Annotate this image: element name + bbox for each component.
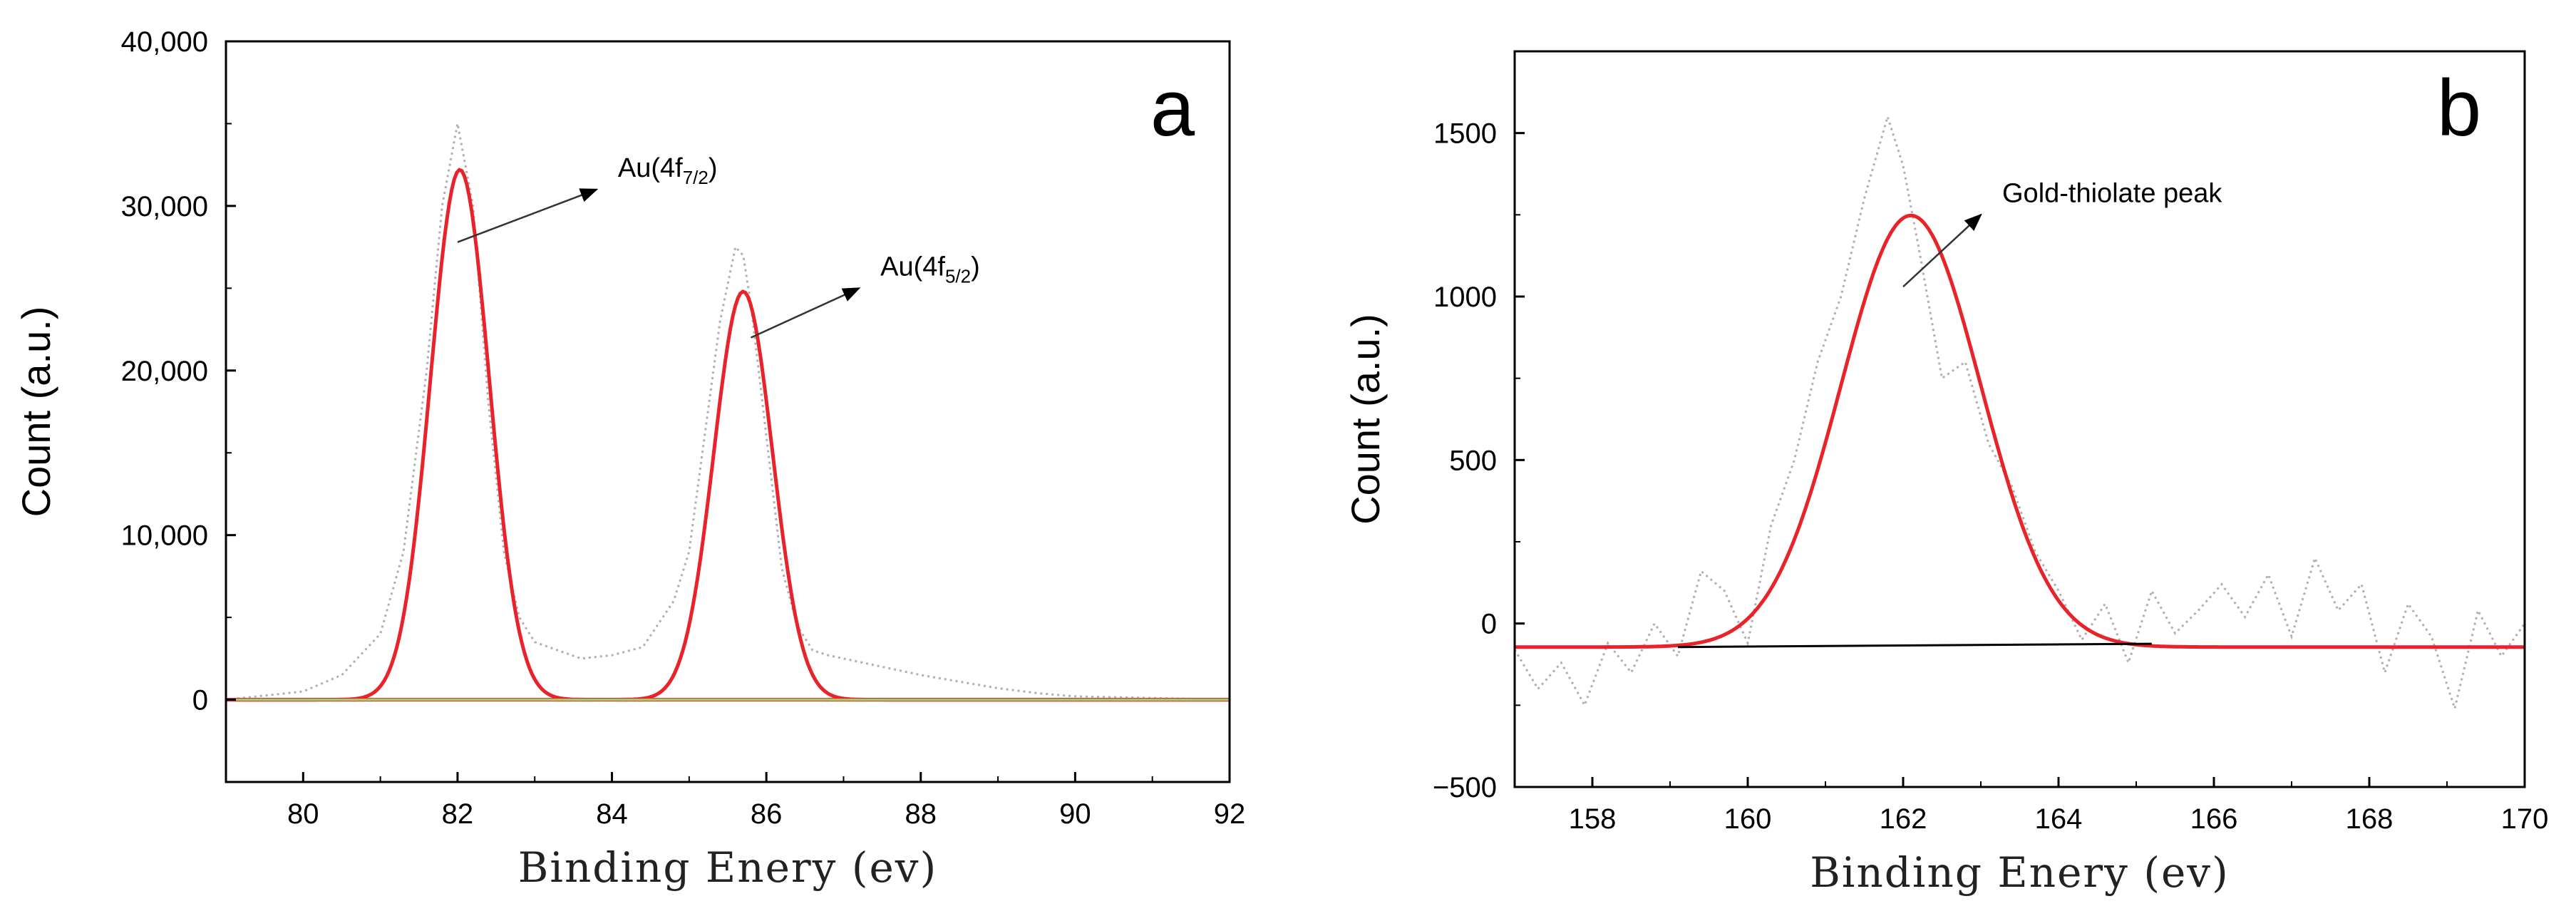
panel-b-x-tick-label: 160 [1724,803,1772,835]
panel-b-series-gold-thiolate-fit [1515,213,2525,649]
panel-b-letter: b [2437,63,2481,153]
panel-a-y-tick-label: 10,000 [121,520,208,552]
panel-b-series-baseline [1677,642,2152,649]
panel-b-series-raw [1515,113,2525,713]
panel-a-letter: a [1150,63,1195,153]
panel-b-plot-area [1515,113,2525,713]
panel-b-annotation-label: Gold-thiolate peak [2002,178,2222,208]
panel-a-x-tick-label: 86 [751,798,783,830]
panel-b-y-tick-label: 1500 [1433,118,1497,150]
panel-b-plot-frame [1513,50,2526,788]
panel-b-x-axis-title: Binding Enery (ev) [1810,848,2229,897]
panel-a-x-tick-label: 88 [905,798,937,830]
panel-b-y-tick-label: 500 [1449,445,1497,476]
panel-a-x-tick-label: 84 [596,798,628,830]
panel-a-annotation-arrow [457,188,599,243]
panel-b-x-tick-label: 158 [1569,803,1617,835]
panel-a-annotation-label: Au(4f7/2) [618,153,718,188]
panel-a-series-au-4f5-2-fit [226,289,1230,702]
panel-a-x-axis-title: Binding Enery (ev) [518,843,937,892]
panel-b-x-tick-label: 168 [2346,803,2394,835]
panel-a-x-tick-label: 80 [287,798,319,830]
panel-b-x-axis: 158 160 162 164 166 168 170 [1514,777,2549,835]
panel-a-chart: 80 82 84 86 88 90 92 0 10,000 20,000 30,000 40,000 B… [14,26,1245,892]
panel-b-x-tick-label: 162 [1880,803,1927,835]
panel-a-y-axis: 0 10,000 20,000 30,000 40,000 [121,26,236,716]
panel-b-x-tick-label: 164 [2035,803,2083,835]
panel-a-plot-area [226,123,1230,702]
panel-b-y-tick-label: −500 [1433,772,1497,803]
panel-a-y-tick-label: 40,000 [121,26,208,58]
panel-a-y-tick-label: 0 [192,685,208,716]
panel-a-annotation-arrow [750,287,861,339]
panel-a-x-axis: 80 82 84 86 88 90 92 [225,772,1246,830]
panel-b-y-tick-label: 0 [1481,609,1497,640]
panel-b-y-axis: −500 0 500 1000 1500 [1433,118,1525,803]
panel-b-y-axis-title: Count (a.u.) [1343,314,1388,525]
panel-a-y-tick-label: 30,000 [121,191,208,222]
panel-b-y-tick-label: 1000 [1433,282,1497,313]
panel-a-series-raw [226,123,1230,701]
panel-a-y-axis-title: Count (a.u.) [14,307,58,518]
panel-a-y-tick-label: 20,000 [121,356,208,387]
panel-a-x-tick-label: 90 [1059,798,1091,830]
panel-b-annotation-arrow [1902,213,1982,288]
panel-b-chart: 158 160 162 164 166 168 170 −500 0 500 1000 1500 Bin… [1343,50,2549,897]
panel-a-plot-frame [225,40,1231,783]
panel-a-series-au-4f7-2-fit [226,168,1230,702]
panel-b-x-tick-label: 170 [2501,803,2549,835]
panel-a-x-tick-label: 92 [1214,798,1246,830]
panel-b-x-tick-label: 166 [2190,803,2238,835]
panel-a-annotation-label: Au(4f5/2) [880,252,980,287]
panel-a-x-tick-label: 82 [442,798,474,830]
